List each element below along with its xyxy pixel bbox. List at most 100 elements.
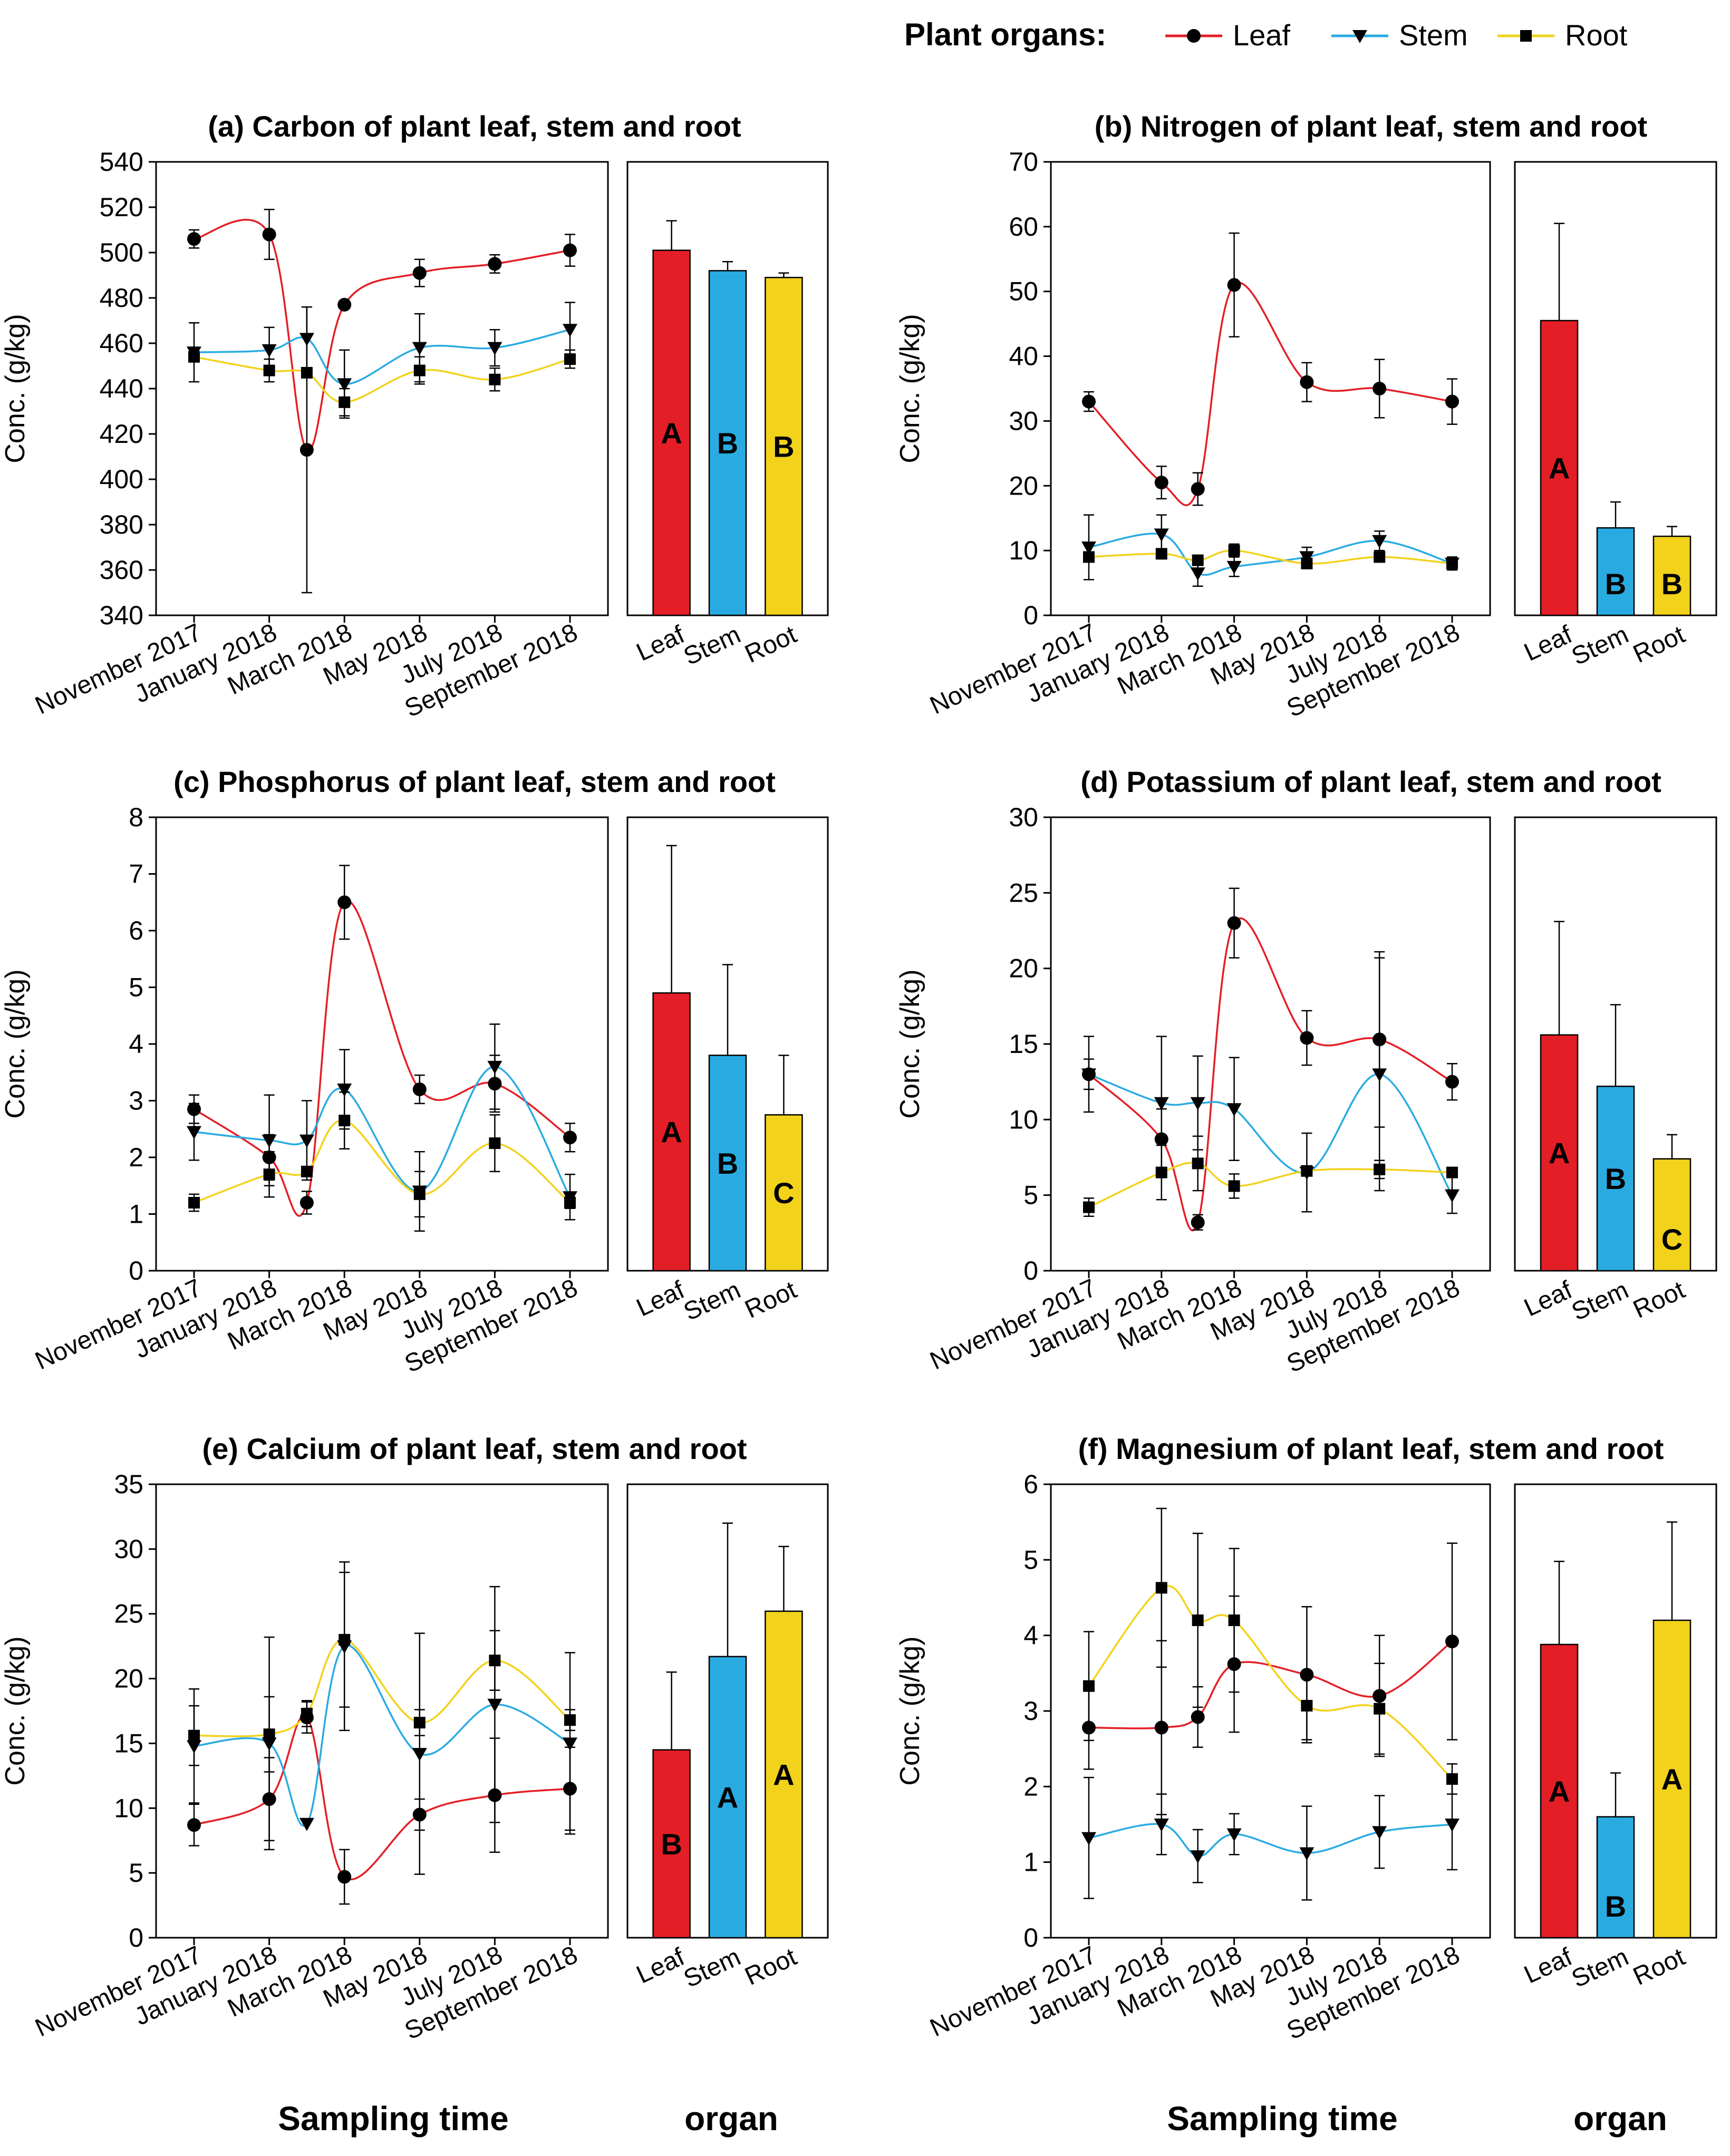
data-point-stem xyxy=(412,342,427,355)
y-tick-label: 0 xyxy=(1023,601,1038,630)
data-point-leaf xyxy=(1154,476,1168,490)
data-point-stem xyxy=(1190,567,1205,581)
data-point-root xyxy=(1301,1699,1313,1712)
data-point-stem xyxy=(487,1061,502,1074)
data-point-stem xyxy=(487,1698,502,1712)
y-tick-label: 15 xyxy=(114,1728,143,1758)
data-point-root xyxy=(301,1165,313,1177)
y-tick-label: 400 xyxy=(100,465,143,494)
bar-significance-letter: B xyxy=(661,1828,682,1861)
data-point-stem xyxy=(1372,1826,1387,1840)
series-line-leaf xyxy=(1088,282,1453,506)
y-tick-label: 500 xyxy=(100,238,143,267)
data-point-stem xyxy=(563,324,577,337)
bar-category-label: Leaf xyxy=(632,621,689,667)
data-point-leaf xyxy=(563,1782,577,1796)
data-point-root xyxy=(1192,1157,1204,1169)
y-axis-label: Conc. (g/kg) xyxy=(895,969,925,1118)
data-point-root xyxy=(564,1714,576,1726)
data-point-root xyxy=(1228,545,1240,557)
bar-category-label: Leaf xyxy=(1520,621,1577,667)
data-point-root xyxy=(301,1707,313,1719)
bar-significance-letter: B xyxy=(717,1147,738,1180)
bar-root xyxy=(1652,1619,1692,1939)
panel-2: (c) Phosphorus of plant leaf, stem and r… xyxy=(0,765,829,1378)
y-tick-label: 0 xyxy=(1023,1923,1038,1952)
bar-leaf xyxy=(652,1749,691,1939)
data-point-leaf xyxy=(1445,1075,1459,1089)
data-point-root xyxy=(1446,1166,1458,1178)
data-point-leaf xyxy=(1373,1689,1387,1703)
bar-category-label: Stem xyxy=(680,1943,745,1993)
data-point-stem xyxy=(1081,1068,1096,1082)
bar-category-label: Stem xyxy=(680,1276,745,1326)
bar-significance-letter: C xyxy=(773,1176,794,1210)
data-point-leaf xyxy=(1191,1215,1205,1230)
data-point-leaf xyxy=(1300,375,1314,389)
legend-marker-root xyxy=(1520,30,1532,42)
data-point-root xyxy=(1228,1614,1240,1626)
bar-category-label: Leaf xyxy=(1520,1276,1577,1322)
series-line-leaf xyxy=(194,900,571,1217)
bar-significance-letter: B xyxy=(1605,1162,1626,1195)
data-point-leaf xyxy=(337,297,352,312)
data-point-root xyxy=(1083,1201,1095,1213)
y-tick-label: 30 xyxy=(1009,803,1038,832)
data-point-root xyxy=(188,351,200,363)
panel-3: (d) Potassium of plant leaf, stem and ro… xyxy=(895,765,1717,1378)
bar-category-label: Leaf xyxy=(632,1943,689,1989)
legend-label-stem: Stem xyxy=(1399,18,1468,52)
bar-significance-letter: A xyxy=(717,1781,738,1814)
data-point-leaf xyxy=(262,1792,276,1806)
y-tick-label: 460 xyxy=(100,328,143,358)
data-point-root xyxy=(489,1655,501,1667)
data-point-stem xyxy=(262,1134,277,1148)
data-point-leaf xyxy=(1445,1635,1459,1649)
data-point-stem xyxy=(563,1737,577,1751)
bar-category-label: Stem xyxy=(1568,1276,1633,1326)
y-tick-label: 30 xyxy=(1009,406,1038,436)
bar-significance-letter: B xyxy=(1605,1890,1626,1923)
y-tick-label: 4 xyxy=(1023,1621,1038,1650)
bar-leaf xyxy=(652,992,691,1272)
data-point-root xyxy=(1301,1165,1313,1177)
data-point-leaf xyxy=(262,227,276,241)
data-point-root xyxy=(564,1197,576,1208)
panel-title: (f) Magnesium of plant leaf, stem and ro… xyxy=(1078,1432,1664,1465)
data-point-stem xyxy=(337,1084,352,1097)
y-tick-label: 440 xyxy=(100,374,143,403)
y-tick-label: 6 xyxy=(1023,1469,1038,1499)
bar-significance-letter: A xyxy=(661,417,682,450)
data-point-leaf xyxy=(187,1102,201,1116)
bar-significance-letter: A xyxy=(661,1116,682,1149)
bar-significance-letter: B xyxy=(717,427,738,460)
data-point-leaf xyxy=(1154,1720,1168,1735)
y-tick-label: 10 xyxy=(1009,1105,1038,1134)
data-point-root xyxy=(339,1633,351,1646)
bar-root xyxy=(1652,535,1692,616)
data-point-leaf xyxy=(337,895,352,910)
bar-stem xyxy=(708,270,747,616)
y-tick-label: 3 xyxy=(129,1086,143,1116)
data-point-stem xyxy=(1372,535,1387,548)
panel-title: (c) Phosphorus of plant leaf, stem and r… xyxy=(173,765,776,798)
y-tick-label: 2 xyxy=(1023,1772,1038,1801)
data-point-stem xyxy=(1154,1097,1169,1110)
legend-label-leaf: Leaf xyxy=(1233,18,1290,52)
data-point-stem xyxy=(1299,1847,1315,1861)
bar-significance-letter: C xyxy=(1661,1223,1683,1256)
series-line-stem xyxy=(194,1066,571,1198)
bar-significance-letter: B xyxy=(773,430,794,463)
data-point-leaf xyxy=(488,257,502,271)
data-point-root xyxy=(1192,554,1204,566)
series-line-leaf xyxy=(194,219,571,452)
data-point-stem xyxy=(1154,1819,1169,1832)
data-point-leaf xyxy=(1191,482,1205,496)
data-point-root xyxy=(489,1137,501,1149)
data-point-leaf xyxy=(187,232,201,246)
y-tick-label: 7 xyxy=(129,859,143,889)
data-point-leaf xyxy=(1445,394,1459,409)
panel-title: (a) Carbon of plant leaf, stem and root xyxy=(208,110,741,143)
y-axis-label: Conc. (g/kg) xyxy=(0,314,31,463)
